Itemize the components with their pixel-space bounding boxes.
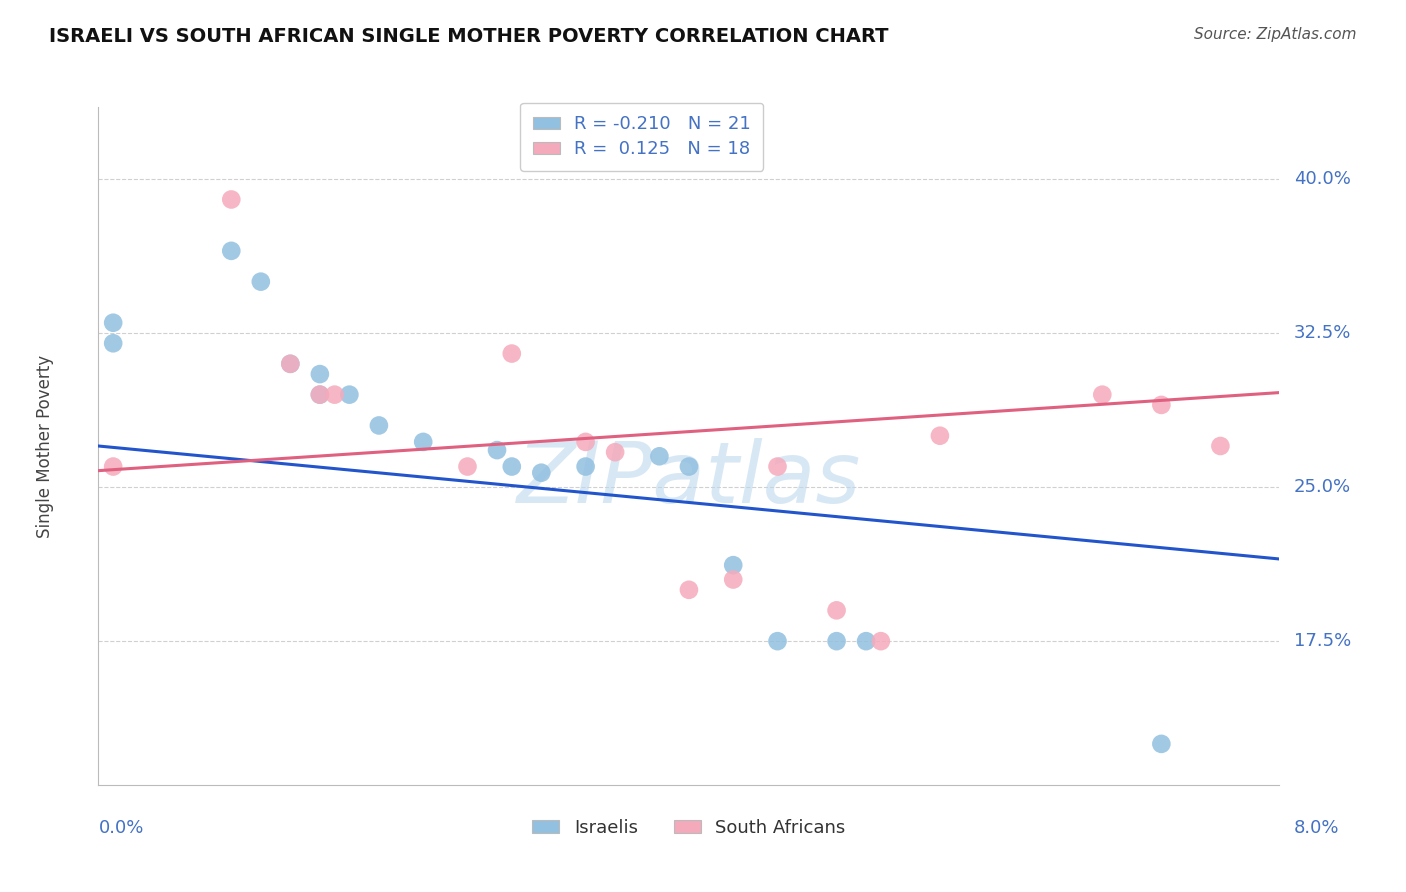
Point [855, 634, 877, 648]
Point [221, 244, 243, 258]
Point [309, 367, 332, 381]
Point [368, 418, 391, 433]
Point [323, 387, 346, 401]
Point [412, 434, 434, 449]
Point [870, 634, 893, 648]
Point [486, 443, 509, 458]
Point [1091, 387, 1114, 401]
Point [457, 459, 479, 474]
Point [766, 459, 789, 474]
Point [1150, 737, 1173, 751]
Point [723, 573, 745, 587]
Point [766, 634, 789, 648]
Point [1150, 398, 1173, 412]
Point [280, 357, 302, 371]
Text: Source: ZipAtlas.com: Source: ZipAtlas.com [1194, 27, 1357, 42]
Point [723, 558, 745, 573]
Text: 17.5%: 17.5% [1294, 632, 1351, 650]
Point [678, 459, 700, 474]
Point [103, 336, 125, 351]
Legend: Israelis, South Africans: Israelis, South Africans [524, 812, 853, 844]
Point [221, 193, 243, 207]
Text: 25.0%: 25.0% [1294, 478, 1351, 496]
Point [648, 450, 671, 464]
Point [929, 428, 952, 442]
Point [575, 434, 598, 449]
Point [825, 634, 848, 648]
Point [339, 387, 361, 401]
Text: Single Mother Poverty: Single Mother Poverty [37, 354, 55, 538]
Text: 32.5%: 32.5% [1294, 324, 1351, 342]
Point [501, 346, 523, 360]
Point [250, 275, 273, 289]
Point [825, 603, 848, 617]
Text: 40.0%: 40.0% [1294, 170, 1351, 188]
Point [530, 466, 553, 480]
Text: 0.0%: 0.0% [98, 819, 143, 837]
Point [280, 357, 302, 371]
Text: 8.0%: 8.0% [1294, 819, 1339, 837]
Text: ISRAELI VS SOUTH AFRICAN SINGLE MOTHER POVERTY CORRELATION CHART: ISRAELI VS SOUTH AFRICAN SINGLE MOTHER P… [49, 27, 889, 45]
Point [678, 582, 700, 597]
Point [103, 316, 125, 330]
Point [103, 459, 125, 474]
Point [605, 445, 627, 459]
Point [501, 459, 523, 474]
Point [575, 459, 598, 474]
Point [309, 387, 332, 401]
Point [1209, 439, 1232, 453]
Text: ZIPatlas: ZIPatlas [517, 438, 860, 522]
Point [309, 387, 332, 401]
